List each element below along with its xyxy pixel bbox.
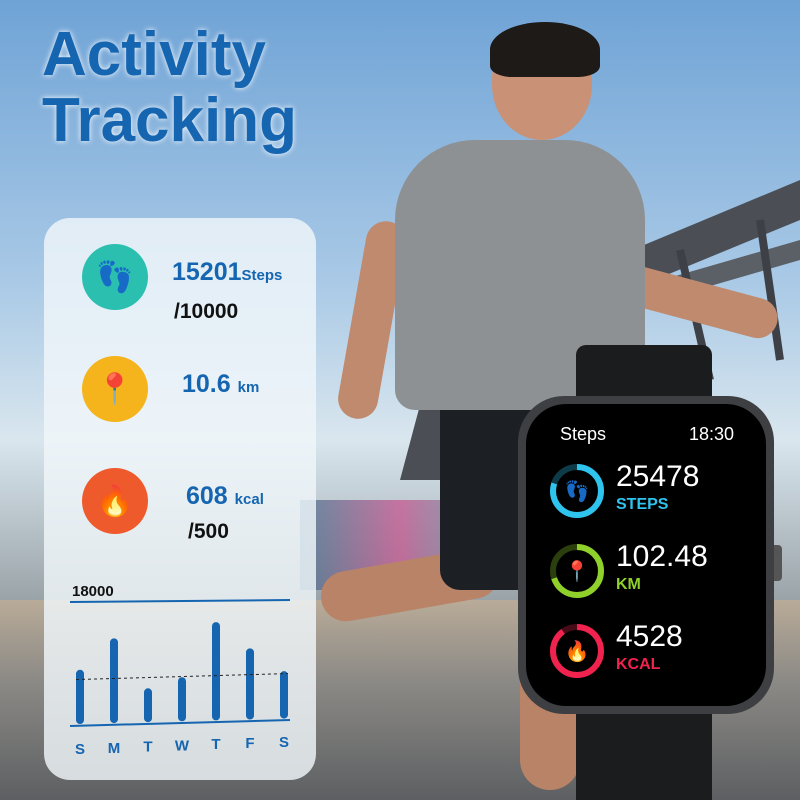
metric-ring: 👣 [548,462,606,520]
smartwatch: Steps 18:30 👣 25478 STEPS 📍 102.48 KM 🔥 4528 KCA… [518,396,774,714]
metric-value: 102.48 [616,540,708,573]
distance-value: 10.6 km [182,370,259,399]
watch-time: 18:30 [688,424,734,444]
chart-bar [144,688,152,723]
flame-icon: 🔥 [565,639,590,663]
calories-number: 608 [186,482,228,510]
chart-max-line [69,599,291,603]
steps-goal: /10000 [174,300,239,323]
watch-screen: Steps 18:30 👣 25478 STEPS 📍 102.48 KM 🔥 4528 KCA… [526,404,766,706]
calories-unit: kcal [234,491,264,508]
chart-bar [110,638,118,724]
chart-bar [178,677,186,722]
steps-value: 15201Steps [172,258,282,287]
metric-ring: 🔥 [548,622,606,680]
calories-goal: /500 [188,520,229,543]
chart-bar [212,622,220,721]
chart-tick-label: F [245,735,254,752]
chart-tick-label: M [108,740,121,757]
flame-icon: 🔥 [82,468,148,534]
watch-title: Steps [560,424,607,444]
headline-line-1: Activity [42,20,266,89]
chart-baseline [69,719,291,727]
metric-value: 25478 [616,460,700,493]
headline: Activity Tracking [42,22,297,154]
chart-bar [76,669,84,724]
chart-tick-label: S [75,741,85,758]
metric-ring: 📍 [548,542,606,600]
chart-average-line [75,673,289,681]
chart-bar [246,648,254,720]
metric-label: KM [616,576,641,593]
weekly-steps-chart: 18000 S M T W T F S [69,583,291,758]
steps-unit: Steps [241,267,283,284]
headline-line-2: Tracking [42,86,297,155]
watch-band-top [576,345,712,405]
steps-number: 15201 [172,258,242,286]
watch-band-bottom [576,705,712,800]
metric-value: 4528 [616,620,683,653]
metric-label: KCAL [616,656,661,673]
chart-tick-label: T [211,736,220,753]
distance-number: 10.6 [182,370,231,398]
location-pin-icon: 📍 [82,356,148,422]
chart-tick-label: S [279,734,289,751]
distance-unit: km [237,379,260,396]
metric-label: STEPS [616,496,669,513]
footprints-icon: 👣 [565,479,590,503]
location-pin-icon: 📍 [565,559,590,583]
calories-value: 608 kcal [186,482,264,511]
runner-hair [490,22,600,77]
chart-top-label: 18000 [72,583,114,600]
chart-tick-label: T [143,739,152,756]
chart-tick-label: W [175,737,190,754]
footprints-icon: 👣 [82,244,148,310]
chart-bar [280,671,288,719]
